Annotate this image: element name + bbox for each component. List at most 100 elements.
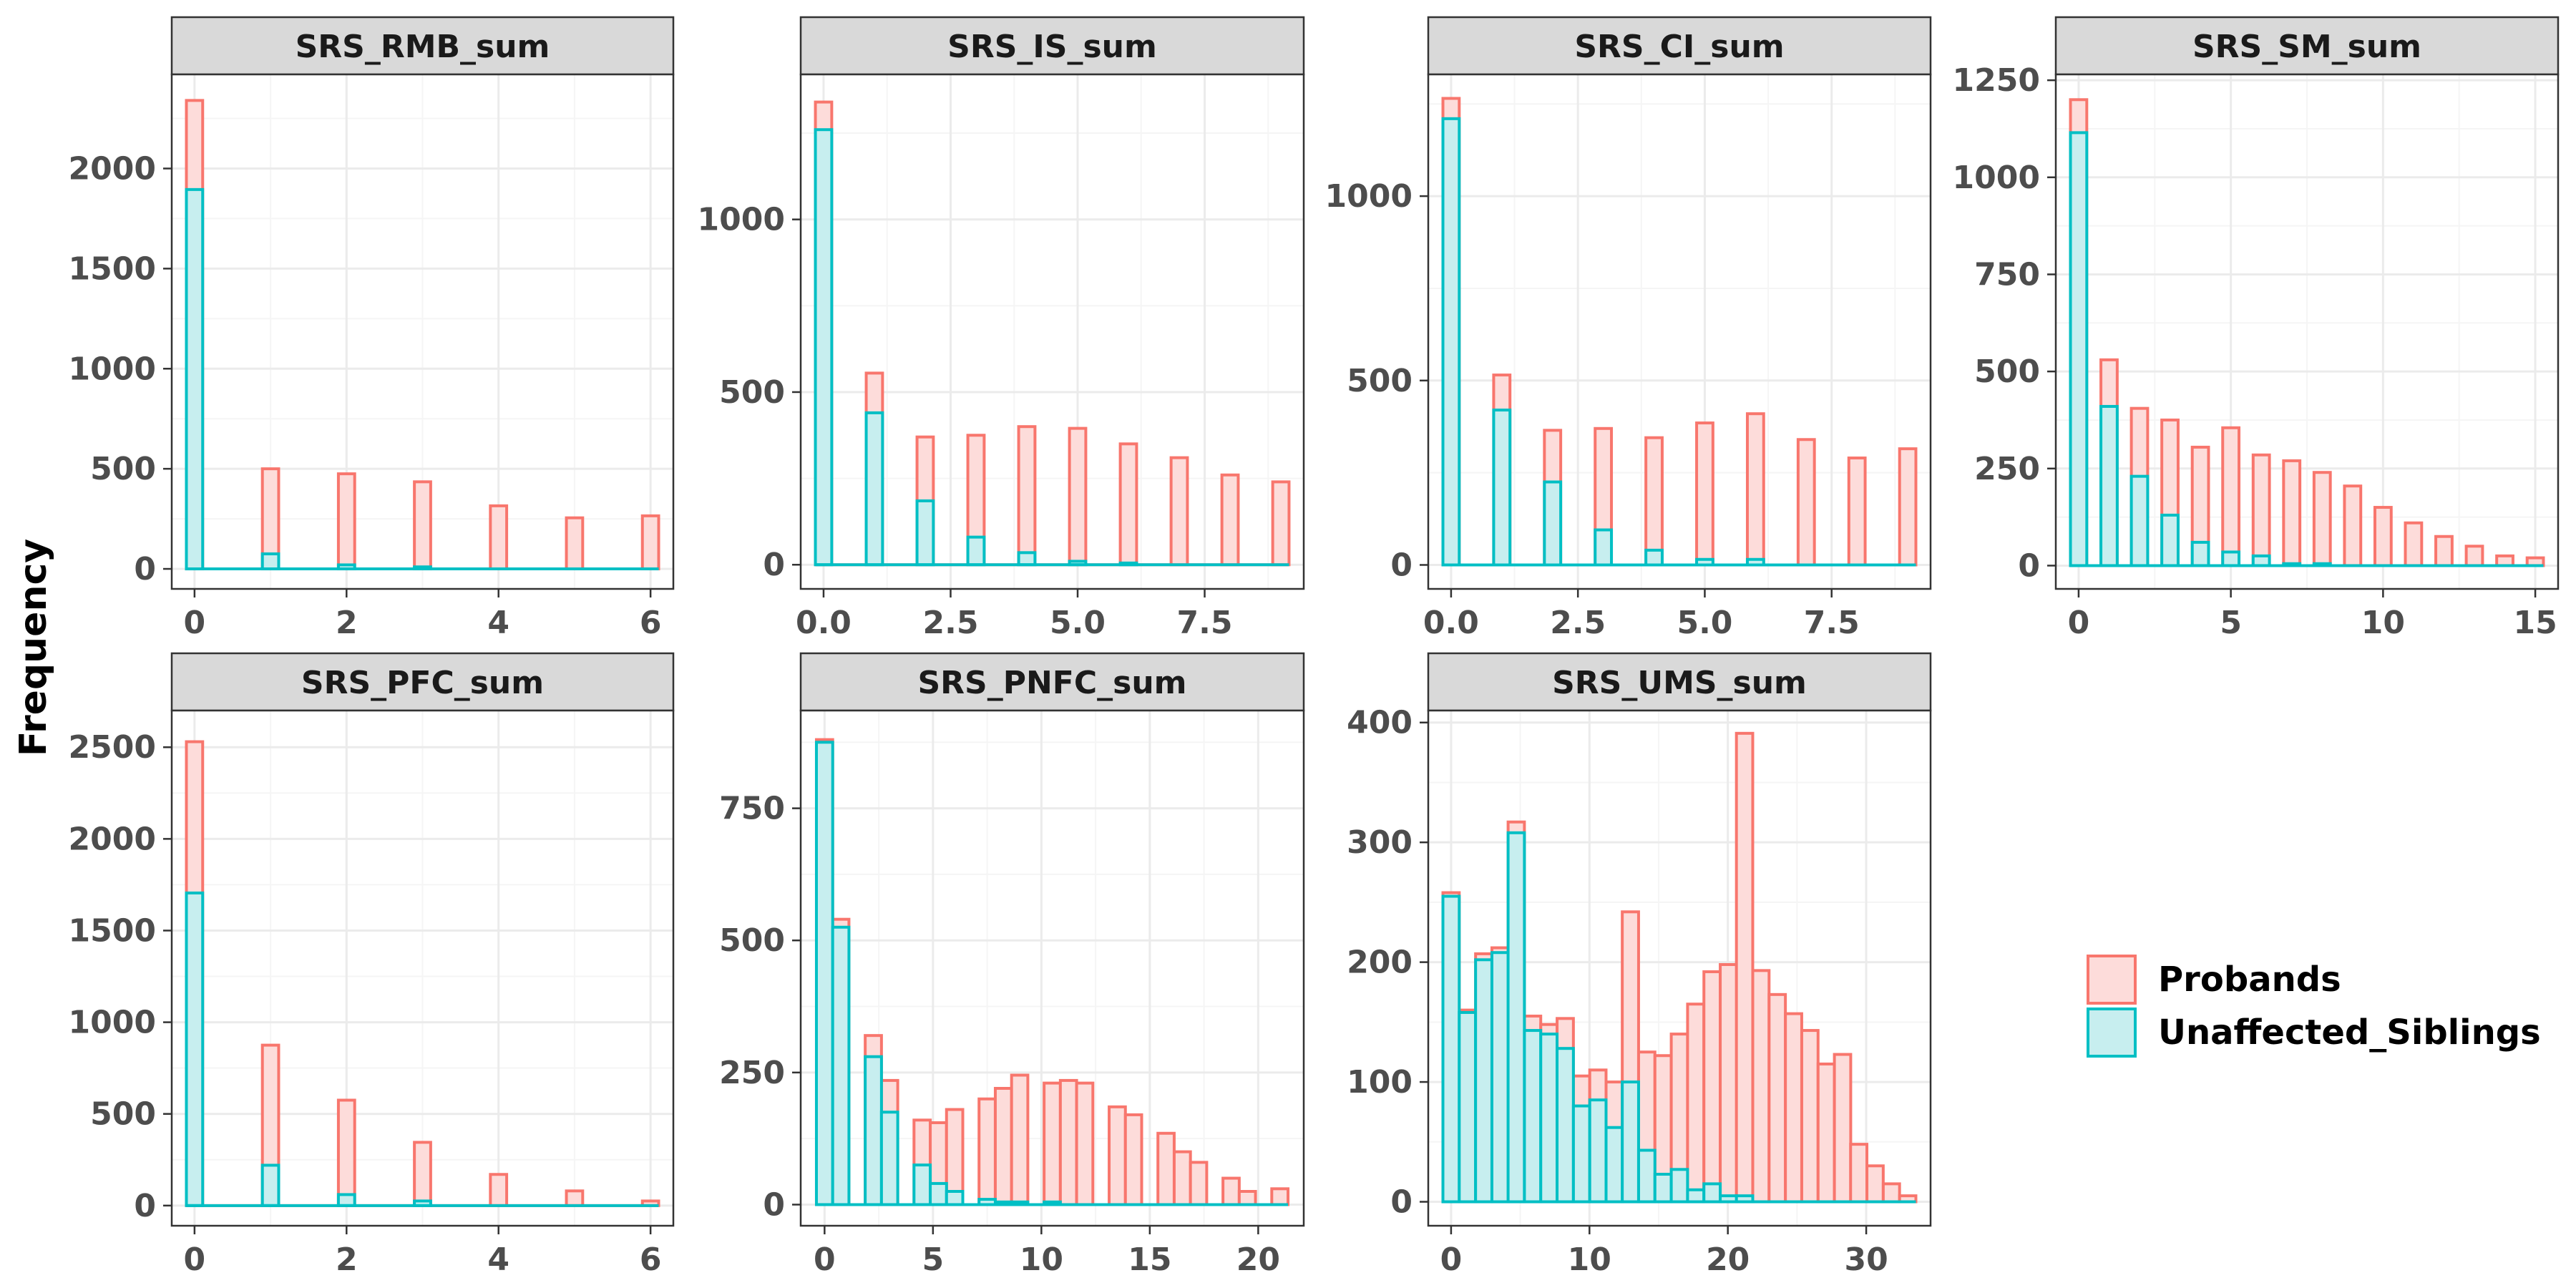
strip-background <box>2054 16 2560 76</box>
strip-background <box>799 16 1305 76</box>
bar-siblings <box>1556 1047 1575 1204</box>
bar-probands <box>1108 1105 1127 1206</box>
x-tick-label: 5 <box>922 1241 945 1278</box>
bar-siblings <box>1539 1033 1559 1204</box>
x-tick-label: 2.5 <box>923 605 979 641</box>
strip-background <box>170 652 675 712</box>
y-tick-label: 300 <box>1347 824 1413 861</box>
bar-probands <box>1068 426 1088 567</box>
bar-siblings <box>1669 1168 1689 1204</box>
x-tick-label: 10 <box>2361 605 2405 641</box>
bar-siblings <box>1686 1188 1706 1204</box>
strip-title: SRS_PFC_sum <box>301 665 544 701</box>
y-tick-label: 500 <box>1974 353 2040 390</box>
strip-title: SRS_PNFC_sum <box>917 665 1186 701</box>
bar-probands <box>2373 506 2393 567</box>
bar-siblings <box>2099 404 2119 567</box>
panel-border <box>799 73 1305 590</box>
bar-siblings <box>1474 958 1493 1204</box>
y-tick-label: 400 <box>1347 705 1413 741</box>
bar-siblings <box>864 411 884 567</box>
x-tick-label: 4 <box>487 605 509 641</box>
bar-siblings <box>966 535 986 567</box>
x-tick-label: 2 <box>336 605 358 641</box>
y-tick-label: 750 <box>719 791 785 827</box>
bar-probands <box>1220 473 1240 567</box>
legend: Probands Unaffected_Siblings <box>2087 955 2541 1058</box>
y-tick-label: 1000 <box>1953 160 2040 196</box>
bar-siblings <box>1594 528 1614 567</box>
bar-probands <box>2343 484 2363 567</box>
bar-probands <box>1270 1187 1290 1206</box>
bar-probands <box>1702 970 1722 1204</box>
bar-probands <box>1833 1053 1853 1204</box>
bar-siblings <box>1621 1080 1640 1204</box>
bar-probands <box>1881 1182 1901 1204</box>
bar-probands <box>1271 480 1291 567</box>
strip-title: SRS_UMS_sum <box>1552 665 1807 701</box>
y-tick-label: 2000 <box>69 821 156 857</box>
y-tick-label: 0 <box>2018 547 2040 584</box>
legend-label-siblings: Unaffected_Siblings <box>2158 1013 2541 1053</box>
bar-probands <box>1221 1176 1241 1206</box>
bar-probands <box>1058 1078 1078 1206</box>
x-tick-label: 0 <box>184 1241 206 1278</box>
x-tick-label: 0.0 <box>1423 605 1479 641</box>
bar-probands <box>1767 992 1787 1204</box>
panel-srs-ci-sum: SRS_CI_sum 0.0 2.5 5.0 7.5 0 500 1000 <box>1325 16 1932 641</box>
bar-probands <box>489 1173 509 1207</box>
bar-siblings <box>2251 554 2271 567</box>
bar-siblings <box>1506 831 1526 1204</box>
bar-probands <box>1644 436 1664 567</box>
panel-background <box>1428 74 1931 589</box>
bar-probands <box>1123 1113 1143 1206</box>
bar-siblings <box>814 128 834 567</box>
strip-background <box>1427 16 1932 76</box>
panel-srs-pnfc-sum: SRS_PNFC_sum 0 5 10 15 20 0 250 500 750 <box>719 652 1305 1278</box>
bar-probands <box>1189 1161 1209 1206</box>
bar-probands <box>413 1141 432 1207</box>
bar-siblings <box>1523 1029 1543 1204</box>
x-tick-label: 15 <box>1128 1241 1171 1278</box>
bar-siblings <box>185 891 205 1207</box>
bar-siblings <box>2190 540 2210 567</box>
panel-border <box>170 709 675 1227</box>
legend-key-siblings <box>2087 1008 2137 1058</box>
bar-probands <box>1118 442 1138 567</box>
bar-siblings <box>814 741 834 1206</box>
y-tick-label: 1000 <box>69 1005 156 1041</box>
bar-siblings <box>915 499 935 567</box>
bar-siblings <box>912 1163 932 1206</box>
y-tick-label: 1250 <box>1953 62 2040 99</box>
strip-background <box>1427 652 1932 712</box>
strip-title: SRS_SM_sum <box>2192 29 2421 65</box>
bar-siblings <box>1588 1098 1608 1204</box>
y-tick-label: 1500 <box>69 912 156 949</box>
bar-siblings <box>1492 409 1512 567</box>
y-tick-label: 0 <box>1390 1184 1413 1221</box>
bar-siblings <box>2221 550 2241 567</box>
y-tick-label: 2000 <box>69 150 156 187</box>
strip-title: SRS_IS_sum <box>947 29 1157 65</box>
bar-siblings <box>864 1055 883 1206</box>
panel-border <box>2054 73 2560 590</box>
y-tick-label: 500 <box>719 374 785 411</box>
panel-srs-sm-sum: SRS_SM_sum 0 5 10 15 0 250 500 750 1000 1250 <box>1953 16 2560 641</box>
bar-siblings <box>1458 1010 1478 1204</box>
bar-siblings <box>945 1190 965 1206</box>
legend-key-probands <box>2087 955 2137 1005</box>
y-tick-label: 250 <box>719 1055 785 1091</box>
y-tick-label: 0 <box>763 547 785 583</box>
y-tick-label: 500 <box>719 922 785 959</box>
bar-probands <box>489 504 509 571</box>
y-tick-label: 0 <box>134 1188 156 1224</box>
bar-probands <box>2434 535 2454 567</box>
bar-probands <box>2312 471 2332 567</box>
strip-title: SRS_RMB_sum <box>296 29 550 65</box>
bar-probands <box>413 480 432 571</box>
bar-probands <box>1172 1150 1192 1206</box>
x-tick-label: 4 <box>487 1241 509 1278</box>
bar-siblings <box>1636 1148 1657 1204</box>
